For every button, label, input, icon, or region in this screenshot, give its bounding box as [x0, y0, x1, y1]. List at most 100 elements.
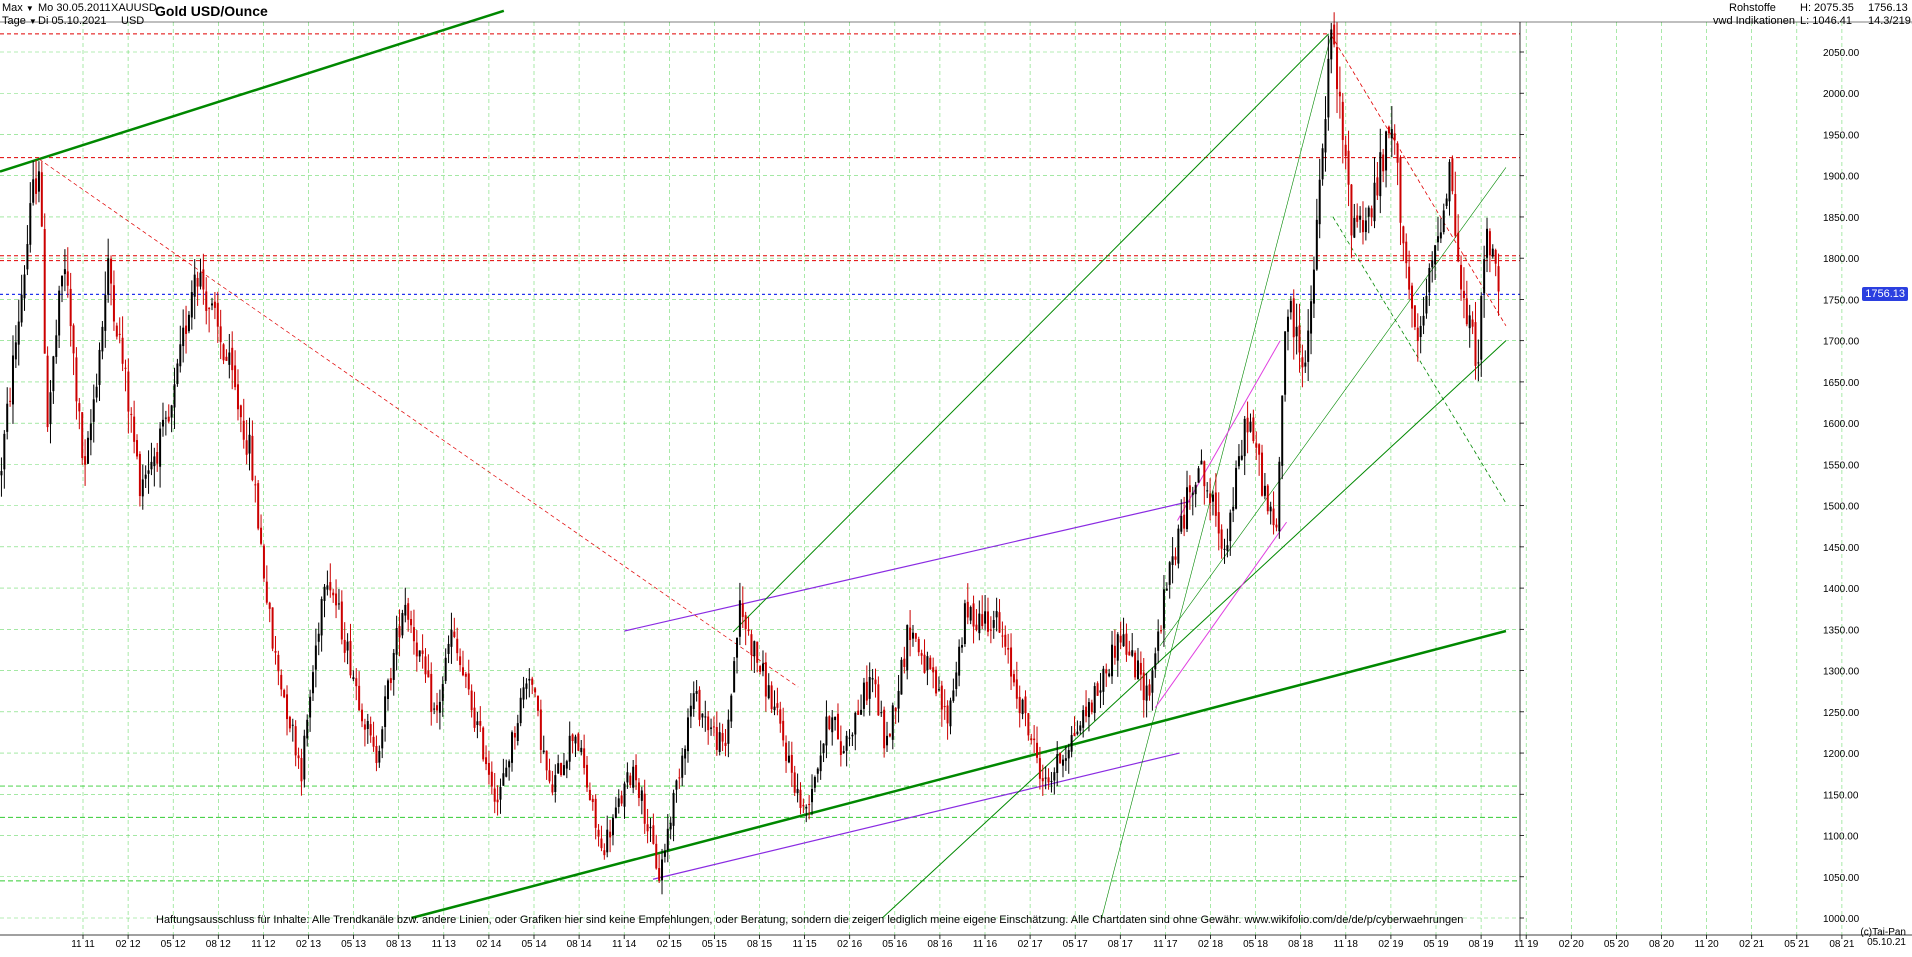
- candle-body: [1059, 752, 1062, 764]
- currency: USD: [121, 15, 145, 27]
- candle-body: [300, 757, 303, 782]
- candle-body: [401, 613, 404, 636]
- candle-body: [384, 696, 387, 728]
- candle-body: [493, 788, 496, 802]
- x-tick-label: 02 17: [1018, 939, 1043, 950]
- candle-body: [785, 742, 788, 761]
- x-tick-label: 05 17: [1063, 939, 1088, 950]
- candle-body: [759, 666, 762, 672]
- candle-body: [179, 344, 182, 367]
- candle-body: [0, 471, 3, 476]
- candle-body: [828, 716, 831, 730]
- candle-body: [811, 788, 814, 803]
- candle-body: [796, 788, 799, 794]
- candle-body: [496, 799, 499, 803]
- y-tick-label: 2000.00: [1823, 89, 1860, 100]
- candle-body: [1471, 319, 1474, 327]
- candle-body: [880, 712, 883, 714]
- candle-body: [1010, 647, 1013, 677]
- candle-body: [620, 795, 623, 804]
- candle-body: [1396, 143, 1399, 163]
- candle-body: [629, 775, 632, 786]
- candle-body: [862, 682, 865, 709]
- candle-body: [1041, 778, 1044, 782]
- candle-body: [1050, 780, 1053, 782]
- candle-body: [1327, 58, 1330, 118]
- x-tick-label: 05 16: [882, 939, 907, 950]
- candle-body: [1370, 208, 1373, 218]
- candle-body: [695, 691, 698, 694]
- x-tick-label: 05 21: [1784, 939, 1809, 950]
- candle-body: [349, 640, 352, 676]
- candle-body: [1425, 295, 1428, 314]
- candle-body: [412, 627, 415, 642]
- candle-body: [260, 527, 263, 544]
- candle-body: [681, 755, 684, 778]
- period-selector[interactable]: Max ▼: [2, 2, 34, 14]
- candle-body: [937, 689, 940, 691]
- candle-body: [626, 772, 629, 783]
- x-tick-label: 11 13: [432, 939, 457, 950]
- interval-selector[interactable]: Tage ▼: [2, 15, 37, 27]
- candle-body: [1402, 226, 1405, 244]
- candle-body: [167, 416, 170, 422]
- candle-body: [741, 603, 744, 617]
- candle-body: [43, 229, 46, 354]
- candle-body: [583, 748, 586, 768]
- candle-body: [63, 269, 66, 275]
- candle-body: [721, 733, 724, 742]
- candle-body: [187, 314, 190, 332]
- candle-body: [1154, 653, 1157, 670]
- candle-body: [205, 291, 208, 311]
- candle-body: [1468, 315, 1471, 329]
- candle-body: [522, 687, 525, 700]
- candle-body: [482, 727, 485, 760]
- candle-body: [730, 695, 733, 722]
- candle-body: [577, 733, 580, 751]
- candle-body: [1336, 47, 1339, 90]
- candle-body: [640, 790, 643, 801]
- candle-body: [35, 178, 38, 194]
- candle-body: [710, 727, 713, 729]
- trend-line: [0, 9, 505, 173]
- x-tick-label: 08 16: [927, 939, 952, 950]
- candle-body: [805, 806, 808, 809]
- candle-body: [1168, 562, 1171, 585]
- candle-body: [271, 607, 274, 649]
- candle-body: [280, 674, 283, 690]
- candle-body: [1344, 144, 1347, 157]
- candle-body: [1312, 269, 1315, 304]
- candle-body: [363, 724, 366, 730]
- candle-body: [268, 602, 271, 609]
- candle-body: [952, 690, 955, 701]
- candle-body: [984, 611, 987, 624]
- candle-body: [1214, 492, 1217, 516]
- candle-body: [1240, 455, 1243, 460]
- candle-body: [470, 690, 473, 711]
- candle-body: [17, 321, 20, 345]
- x-tick-label: 05 19: [1423, 939, 1448, 950]
- candle-body: [1448, 161, 1451, 202]
- candle-body: [254, 484, 257, 486]
- candle-body: [923, 654, 926, 673]
- candle-body: [1079, 725, 1082, 731]
- y-tick-label: 1900.00: [1823, 172, 1860, 183]
- candle-body: [560, 762, 563, 776]
- candle-body: [1318, 179, 1321, 225]
- x-tick-label: 02 21: [1739, 939, 1764, 950]
- candle-body: [6, 403, 9, 432]
- candle-body: [176, 363, 179, 385]
- candle-body: [453, 631, 456, 637]
- candle-body: [245, 440, 248, 455]
- candle-body: [998, 612, 1001, 633]
- candle-body: [848, 737, 851, 739]
- candle-body: [1194, 484, 1197, 495]
- candle-body: [1298, 325, 1301, 353]
- candle-body: [216, 303, 219, 327]
- candle-body: [138, 454, 141, 497]
- candle-body: [1027, 713, 1030, 736]
- trend-line: [881, 340, 1507, 919]
- candle-body: [963, 603, 966, 645]
- chevron-down-icon: ▼: [25, 4, 34, 13]
